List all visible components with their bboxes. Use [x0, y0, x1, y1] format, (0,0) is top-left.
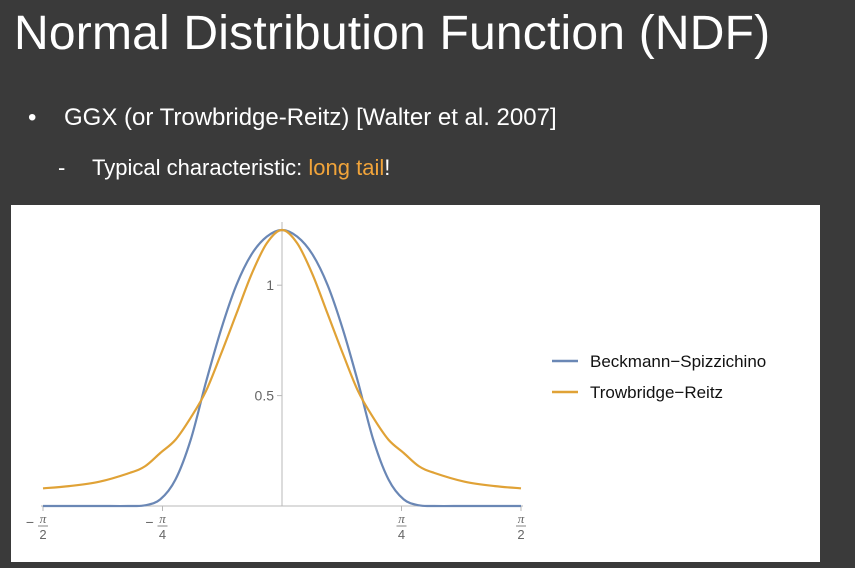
- x-tick-numerator: π: [518, 511, 525, 526]
- sub-bullet-highlight: long tail: [308, 155, 385, 180]
- x-tick-denominator: 2: [39, 527, 46, 542]
- bullet-item: • GGX (or Trowbridge-Reitz) [Walter et al…: [28, 102, 557, 134]
- sub-bullet-prefix: Typical characteristic:: [92, 155, 309, 180]
- x-tick-label: − π4: [145, 511, 168, 542]
- x-tick-numerator: π: [398, 511, 405, 526]
- x-tick-sign: −: [145, 514, 153, 530]
- series-line-trowbridge: [42, 228, 522, 490]
- x-tick-label: − π2: [26, 511, 48, 542]
- legend-label: Trowbridge−Reitz: [590, 383, 723, 402]
- sub-bullet-item: - Typical characteristic: long tail!: [58, 153, 390, 183]
- bullet-marker: •: [28, 104, 37, 131]
- slide-title: Normal Distribution Function (NDF): [14, 7, 771, 60]
- x-tick-sign: −: [26, 514, 34, 530]
- x-tick-label: π2: [516, 511, 526, 542]
- legend-item: Beckmann−Spizzichino: [552, 352, 766, 371]
- x-tick-denominator: 4: [398, 527, 405, 542]
- legend-label: Beckmann−Spizzichino: [590, 352, 766, 371]
- y-tick-label: 0.5: [255, 388, 275, 404]
- bullet-text: GGX (or Trowbridge-Reitz) [Walter et al.…: [64, 104, 557, 131]
- sub-bullet-marker: -: [58, 155, 66, 180]
- x-tick-numerator: π: [40, 511, 47, 526]
- ndf-chart: − π2− π4π4π20.51Beckmann−SpizzichinoTrowbr…: [26, 222, 766, 542]
- x-tick-numerator: π: [159, 511, 166, 526]
- x-tick-denominator: 4: [159, 527, 166, 542]
- legend-item: Trowbridge−Reitz: [552, 383, 723, 402]
- y-tick-label: 1: [266, 277, 274, 293]
- sub-bullet-suffix: !: [384, 155, 391, 180]
- chart-panel: − π 2− π 4 π 4 π 2 0.5 1 Beckmann−Spizzichino Trowbr…: [11, 205, 820, 562]
- x-tick-denominator: 2: [517, 527, 524, 542]
- x-tick-label: π4: [396, 511, 407, 542]
